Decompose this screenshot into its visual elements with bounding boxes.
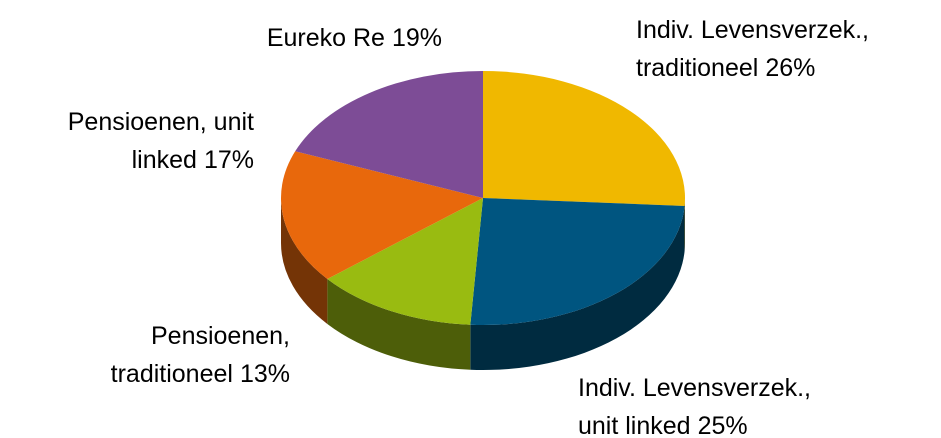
slice-side [327,278,471,370]
label-line: Indiv. Levensverzek., [636,16,869,44]
value-label: 19% [392,24,442,52]
slice-label: Pensioenen, traditioneel 13% [111,322,290,388]
label-line: Pensioenen, unit [68,108,254,136]
label-line: linked [132,146,197,174]
value-label: 26% [765,54,815,82]
label-line: traditioneel [111,360,233,388]
label-line: Pensioenen, [151,322,290,350]
slice [327,198,483,325]
slice-side [470,205,685,370]
slice-side [281,198,328,324]
slice [483,71,685,206]
label-line: Eureko Re [267,24,385,52]
slice-label: Eureko Re 19% [267,24,442,52]
slice-label: Indiv. Levensverzek., unit linked 25% [578,374,811,438]
label-line: traditioneel [636,54,758,82]
slice [281,151,483,279]
value-label: 17% [204,146,254,174]
slice [470,198,685,325]
label-line: Indiv. Levensverzek., [578,374,811,402]
label-line: unit linked [578,412,691,438]
slice [295,71,483,198]
slice-label: Pensioenen, unit linked 17% [68,108,254,174]
value-label: 13% [240,360,290,388]
slice-label: Indiv. Levensverzek., traditioneel 26% [636,16,869,82]
value-label: 25% [698,412,748,438]
